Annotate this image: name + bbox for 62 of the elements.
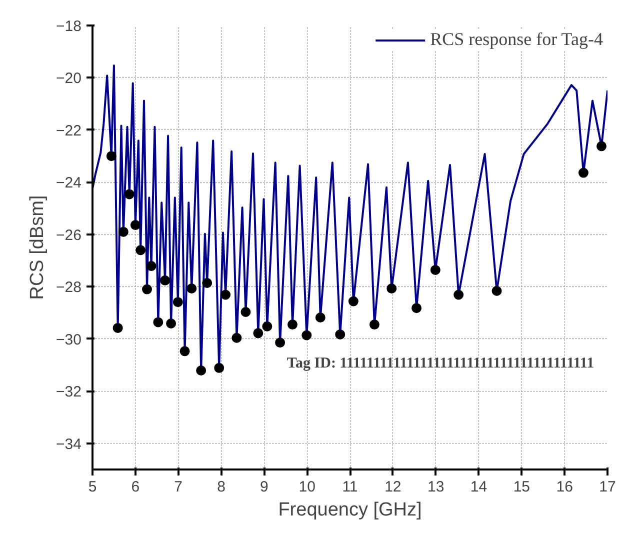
x-tick-label: 10 <box>298 478 316 496</box>
point <box>166 318 176 328</box>
y-tick-label: −30 <box>56 331 82 348</box>
y-tick-label: −32 <box>56 384 82 401</box>
point <box>386 284 397 294</box>
point <box>118 226 128 237</box>
y-tick-label: −24 <box>56 174 82 192</box>
point <box>180 346 190 356</box>
y-axis-title: RCS [dBsm] <box>27 195 48 300</box>
point <box>335 329 346 340</box>
point <box>106 151 116 162</box>
x-tick-label: 7 <box>174 478 183 496</box>
point <box>124 189 134 200</box>
point <box>112 322 123 333</box>
x-tick-label: 12 <box>384 478 402 496</box>
point <box>160 275 170 286</box>
point <box>430 264 440 275</box>
point <box>196 366 206 376</box>
point <box>220 290 231 300</box>
x-tick-label: 15 <box>513 478 530 496</box>
point <box>142 284 152 294</box>
x-tick-label: 16 <box>556 478 573 496</box>
x-tick-label: 9 <box>260 478 268 496</box>
point <box>412 303 422 314</box>
point <box>214 362 224 373</box>
point <box>492 286 502 296</box>
legend-label: RCS response for Tag-4 <box>430 29 603 50</box>
x-axis-title: Frequency [GHz] <box>278 500 422 520</box>
y-tick-label: −22 <box>56 122 82 140</box>
point <box>454 290 464 300</box>
x-tick-label: 11 <box>342 478 358 496</box>
point <box>172 297 183 308</box>
point <box>287 320 298 330</box>
point <box>153 317 164 328</box>
y-tick-label: −28 <box>56 279 82 296</box>
x-tick-label: 14 <box>470 478 488 496</box>
y-tick-label: −18 <box>56 18 82 35</box>
point <box>369 320 380 330</box>
y-tick-label: −34 <box>56 436 82 453</box>
point <box>240 307 251 317</box>
y-tick-label: −20 <box>56 70 82 88</box>
point <box>262 321 272 332</box>
point <box>596 141 606 152</box>
x-tick-label: 17 <box>599 478 616 496</box>
x-tick-label: 13 <box>427 478 444 496</box>
point <box>578 168 588 178</box>
point <box>130 220 140 230</box>
x-tick-label: 6 <box>131 478 140 496</box>
point <box>202 278 212 288</box>
point <box>302 330 312 340</box>
point <box>232 332 242 343</box>
x-tick-label: 8 <box>217 478 226 496</box>
point <box>186 284 197 294</box>
point <box>146 261 156 272</box>
point <box>348 296 358 306</box>
point <box>253 328 264 338</box>
point <box>136 245 146 256</box>
x-tick-label: 5 <box>88 478 97 496</box>
annotation: Tag ID: 11111111111111111111111111111111111111 <box>286 356 594 372</box>
y-tick-label: −26 <box>56 226 82 244</box>
point <box>315 312 326 322</box>
point <box>275 338 286 348</box>
